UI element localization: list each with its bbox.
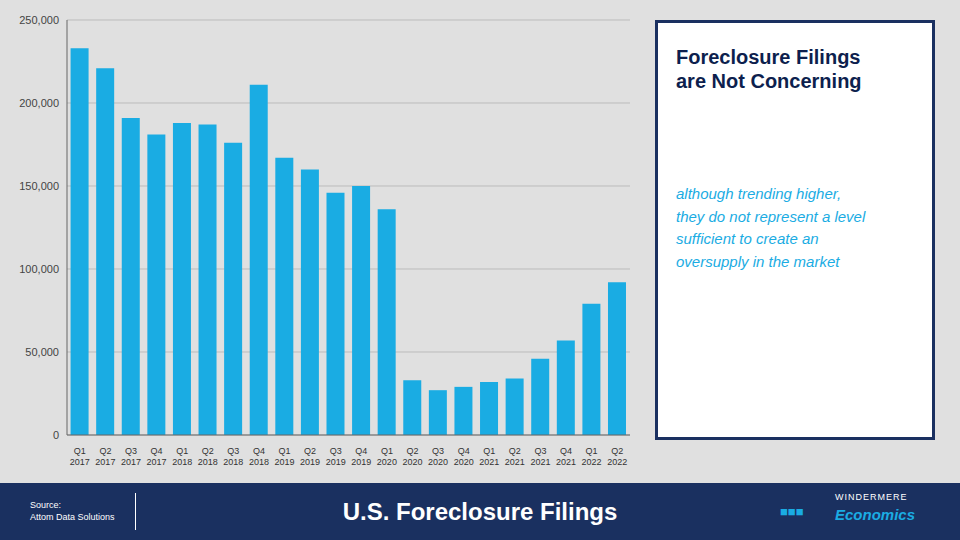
html-text:Source: Attom Data Solutions: Source: Attom Data Solutions — [30, 500, 115, 522]
svg-text:Q22020: Q22020 — [402, 446, 422, 467]
svg-text:Q42021: Q42021 — [556, 446, 576, 467]
svg-text:Q42018: Q42018 — [249, 446, 269, 467]
svg-text:Q42017: Q42017 — [147, 446, 167, 467]
svg-text:250,000: 250,000 — [19, 14, 59, 26]
svg-text:Q12020: Q12020 — [377, 446, 397, 467]
svg-text:Q22017: Q22017 — [95, 446, 115, 467]
svg-text:Q42020: Q42020 — [454, 446, 474, 467]
html-text:although trending higher, they: although trending higher, they do not re… — [676, 185, 866, 270]
svg-text:50,000: 50,000 — [25, 346, 59, 358]
svg-text:200,000: 200,000 — [19, 97, 59, 109]
html-text:U.S. Foreclosure Filings: U.S. Foreclosure Filings — [342, 497, 618, 525]
svg-text:Q12018: Q12018 — [172, 446, 192, 467]
html-text:Foreclosure Filings are Not Co: Foreclosure Filings are Not Concerning — [676, 46, 862, 92]
svg-text:Q32020: Q32020 — [428, 446, 448, 467]
svg-text:Q32021: Q32021 — [530, 446, 550, 467]
svg-text:Q42019: Q42019 — [351, 446, 371, 467]
svg-text:Q22022: Q22022 — [607, 446, 627, 467]
svg-text:Q32017: Q32017 — [121, 446, 141, 467]
svg-text:150,000: 150,000 — [19, 180, 59, 192]
svg-text:Q32018: Q32018 — [223, 446, 243, 467]
svg-text:Q22018: Q22018 — [198, 446, 218, 467]
svg-text:Q22021: Q22021 — [505, 446, 525, 467]
svg-text:Q12017: Q12017 — [70, 446, 90, 467]
svg-text:0: 0 — [53, 429, 59, 441]
svg-text:Q12019: Q12019 — [275, 446, 295, 467]
svg-text:100,000: 100,000 — [19, 263, 59, 275]
svg-text:Q32019: Q32019 — [326, 446, 346, 467]
html-text:WINDERMERE: WINDERMERE — [835, 492, 908, 502]
svg-text:Q12021: Q12021 — [479, 446, 499, 467]
html-text:Economics: Economics — [835, 506, 915, 523]
svg-text:Q12022: Q12022 — [582, 446, 602, 467]
svg-text:Q22019: Q22019 — [300, 446, 320, 467]
